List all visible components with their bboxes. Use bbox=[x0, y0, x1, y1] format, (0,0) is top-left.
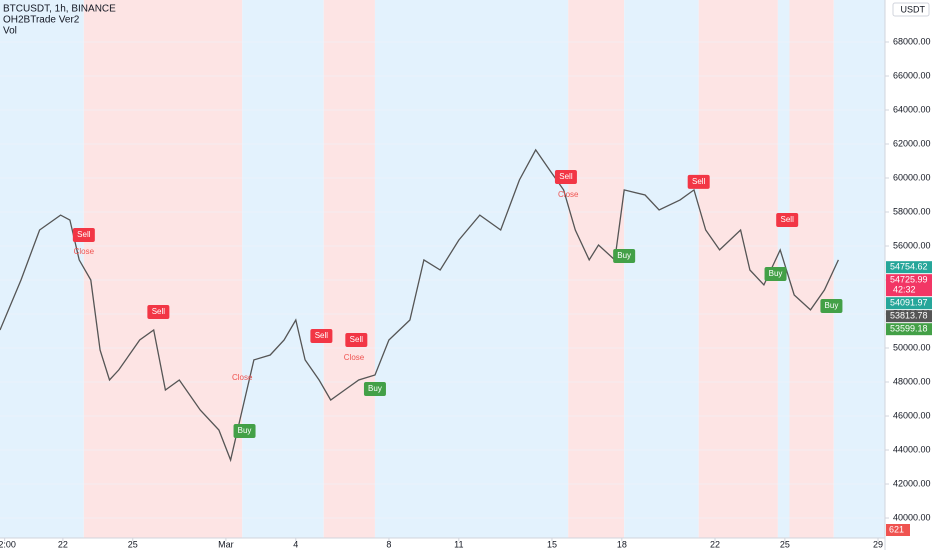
price-tag bbox=[886, 310, 932, 323]
trend-band bbox=[374, 0, 569, 538]
signal-label: Sell bbox=[692, 177, 706, 186]
y-tick-label: 42000.00 bbox=[893, 478, 931, 488]
trend-band bbox=[568, 0, 625, 538]
signal-box bbox=[363, 381, 386, 396]
x-tick-label: 25 bbox=[780, 539, 790, 549]
currency-button[interactable] bbox=[892, 2, 930, 17]
currency[interactable]: USDT bbox=[901, 4, 926, 14]
signal-label: Buy bbox=[617, 251, 631, 260]
x-tick-label: 8 bbox=[386, 539, 391, 549]
signal-label: Sell bbox=[77, 230, 91, 239]
signal-label: Buy bbox=[769, 269, 783, 278]
price-tag bbox=[886, 323, 932, 336]
countdown: 42:32 bbox=[893, 285, 916, 295]
x-tick-label: 25 bbox=[128, 539, 138, 549]
x-tick-label: 15 bbox=[547, 539, 557, 549]
trend-band bbox=[83, 0, 243, 538]
close-label: Close bbox=[74, 247, 95, 256]
close-label: Close bbox=[558, 190, 579, 199]
volume-tag bbox=[886, 524, 910, 536]
plot: Close Close Close Close Sell Sell Buy Sell Sell B… bbox=[0, 0, 885, 538]
indicator-name: Vol bbox=[3, 26, 17, 37]
x-tick-label: 4 bbox=[293, 539, 298, 549]
price-tag bbox=[886, 274, 932, 297]
signal-box bbox=[147, 304, 170, 319]
trend-band bbox=[789, 0, 834, 538]
y-tick-label: 62000.00 bbox=[893, 138, 931, 148]
signal-box bbox=[233, 423, 256, 438]
x-tick-label: 22 bbox=[710, 539, 720, 549]
price-tag bbox=[886, 297, 932, 310]
signal-label: Sell bbox=[350, 335, 364, 344]
trend-band bbox=[242, 0, 324, 538]
trend-band bbox=[323, 0, 375, 538]
signal-box bbox=[776, 212, 799, 227]
signal-label: Buy bbox=[825, 301, 839, 310]
x-tick-label: 12:00 bbox=[0, 539, 16, 549]
trend-band bbox=[624, 0, 699, 538]
chart-title: BTCUSDT, 1h, BINANCE bbox=[3, 4, 116, 15]
signal-box bbox=[764, 267, 787, 282]
y-tick-label: 56000.00 bbox=[893, 240, 931, 250]
signal-box bbox=[72, 227, 95, 242]
signal-box bbox=[820, 299, 843, 314]
signal-label: Buy bbox=[368, 384, 382, 393]
signal-label: Sell bbox=[152, 307, 166, 316]
y-tick-label: 58000.00 bbox=[893, 206, 931, 216]
price-tag-label: 54725.99 bbox=[890, 275, 928, 285]
close-label: Close bbox=[232, 373, 253, 382]
price-line bbox=[0, 148, 839, 463]
signal-box bbox=[310, 328, 333, 343]
trend-band bbox=[0, 0, 84, 538]
signal-box bbox=[345, 333, 368, 348]
signal-box bbox=[554, 169, 577, 184]
y-tick-label: 46000.00 bbox=[893, 410, 931, 420]
y-tick-label: 40000.00 bbox=[893, 512, 931, 522]
price-tag bbox=[886, 261, 932, 274]
x-tick-label: 29 bbox=[873, 539, 883, 549]
y-tick-label: 68000.00 bbox=[893, 36, 931, 46]
y-tick-label: 64000.00 bbox=[893, 104, 931, 114]
x-tick-label: Mar bbox=[218, 539, 234, 549]
signal-box bbox=[613, 249, 636, 264]
y-tick-label: 48000.00 bbox=[893, 376, 931, 386]
x-tick-label: 18 bbox=[617, 539, 627, 549]
y-tick-label: 66000.00 bbox=[893, 70, 931, 80]
y-tick-label: 44000.00 bbox=[893, 444, 931, 454]
signal-label: Sell bbox=[315, 331, 329, 340]
trend-band bbox=[833, 0, 885, 538]
price-tag-label: 54091.97 bbox=[890, 298, 928, 308]
y-tick-label: 50000.00 bbox=[893, 342, 931, 352]
x-tick-label: 11 bbox=[454, 539, 463, 549]
signal-box bbox=[687, 174, 710, 189]
time-axis bbox=[0, 538, 932, 550]
signal-label: Buy bbox=[238, 426, 252, 435]
price-tag-label: 53813.78 bbox=[890, 311, 928, 321]
signal-label: Sell bbox=[559, 172, 573, 181]
signal-label: Sell bbox=[781, 215, 795, 224]
volume-label: 621 bbox=[889, 524, 904, 534]
price-tag-label: 53599.18 bbox=[890, 324, 928, 334]
x-tick-label: 22 bbox=[58, 539, 68, 549]
y-tick-label: 60000.00 bbox=[893, 172, 931, 182]
close-label: Close bbox=[344, 353, 365, 362]
indicator-name: OH2BTrade Ver2 bbox=[3, 15, 80, 26]
price-tag-label: 54754.62 bbox=[890, 262, 928, 272]
